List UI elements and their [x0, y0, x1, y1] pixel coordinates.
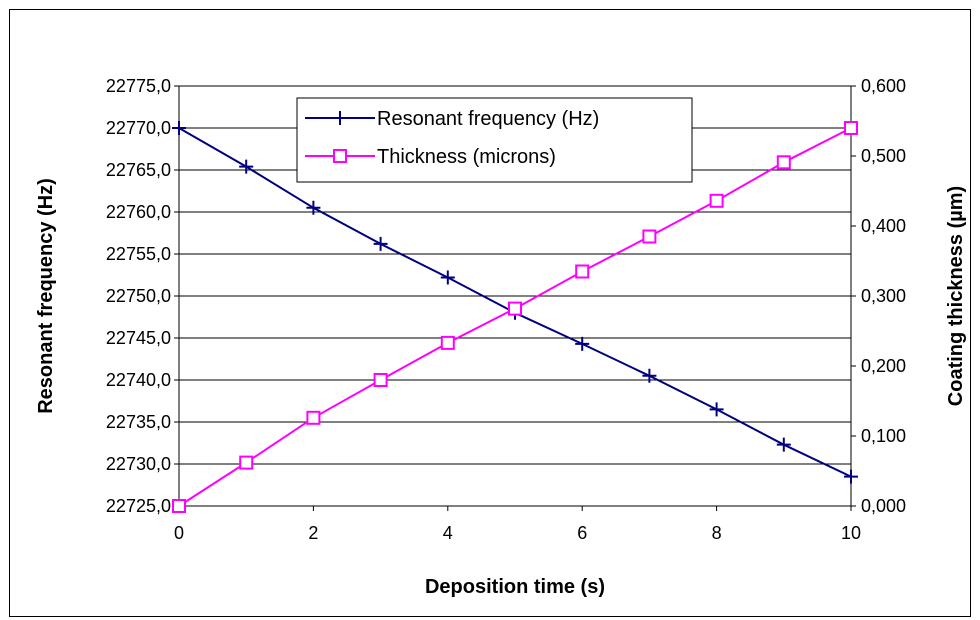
data-point — [642, 368, 657, 383]
data-point — [440, 335, 455, 350]
data-point — [239, 455, 254, 470]
legend-box — [296, 97, 693, 183]
right-axis-title: Coating thickness (µm) — [945, 186, 967, 406]
x-tick-label: 8 — [712, 523, 722, 543]
data-point — [306, 410, 321, 425]
left-axis: 22725,0 22730,0 22735,0 22740,0 22745,0 22750… — [106, 76, 179, 516]
right-tick-label: 0,100 — [861, 426, 906, 446]
left-tick-label: 22770,0 — [106, 118, 171, 138]
right-tick-label: 0,200 — [861, 356, 906, 376]
left-axis-title: Resonant frequency (Hz) — [35, 178, 57, 414]
legend: Resonant frequency (Hz) Thickness (micron… — [296, 97, 693, 183]
x-axis-title: Deposition time (s) — [425, 576, 605, 598]
left-tick-label: 22735,0 — [106, 412, 171, 432]
data-point — [776, 437, 791, 452]
right-tick-label: 0,500 — [861, 146, 906, 166]
left-tick-label: 22760,0 — [106, 202, 171, 222]
left-tick-label: 22775,0 — [106, 76, 171, 96]
legend-entry: Thickness (microns) — [305, 146, 556, 168]
data-point — [172, 499, 186, 513]
legend-label: Resonant frequency (Hz) — [377, 108, 599, 130]
left-tick-label: 22765,0 — [106, 160, 171, 180]
left-tick-label: 22740,0 — [106, 370, 171, 390]
legend-entry: Resonant frequency (Hz) — [305, 108, 599, 130]
legend-label: Thickness (microns) — [377, 146, 556, 168]
data-point — [239, 159, 254, 174]
x-tick-label: 0 — [174, 523, 184, 543]
data-point — [709, 193, 724, 208]
left-tick-label: 22750,0 — [106, 286, 171, 306]
data-point — [844, 469, 858, 484]
right-tick-label: 0,400 — [861, 216, 906, 236]
data-point — [172, 121, 186, 135]
x-tick-label: 2 — [308, 523, 318, 543]
left-tick-label: 22725,0 — [106, 496, 171, 516]
data-point — [776, 155, 791, 170]
data-point — [306, 200, 321, 215]
right-axis: 0,000 0,100 0,200 0,300 0,400 0,500 0,600 — [851, 76, 906, 516]
data-point — [642, 229, 657, 244]
right-tick-label: 0,300 — [861, 286, 906, 306]
data-point — [575, 264, 590, 279]
data-point — [373, 236, 388, 251]
data-point — [333, 111, 347, 125]
left-tick-label: 22745,0 — [106, 328, 171, 348]
data-point — [440, 270, 455, 285]
data-point — [844, 121, 858, 135]
data-point — [373, 373, 388, 387]
data-point — [508, 301, 522, 316]
data-point — [333, 149, 347, 163]
series-thickness-microns — [172, 121, 858, 513]
x-axis: 0 2 4 6 8 10 — [174, 506, 861, 543]
x-tick-label: 6 — [577, 523, 587, 543]
left-tick-label: 22755,0 — [106, 244, 171, 264]
x-tick-label: 4 — [443, 523, 453, 543]
left-tick-label: 22730,0 — [106, 454, 171, 474]
data-point — [575, 336, 590, 351]
right-tick-label: 0,000 — [861, 496, 906, 516]
data-point — [709, 402, 724, 417]
series-layer — [172, 121, 858, 513]
x-tick-label: 10 — [841, 523, 861, 543]
right-tick-label: 0,600 — [861, 76, 906, 96]
